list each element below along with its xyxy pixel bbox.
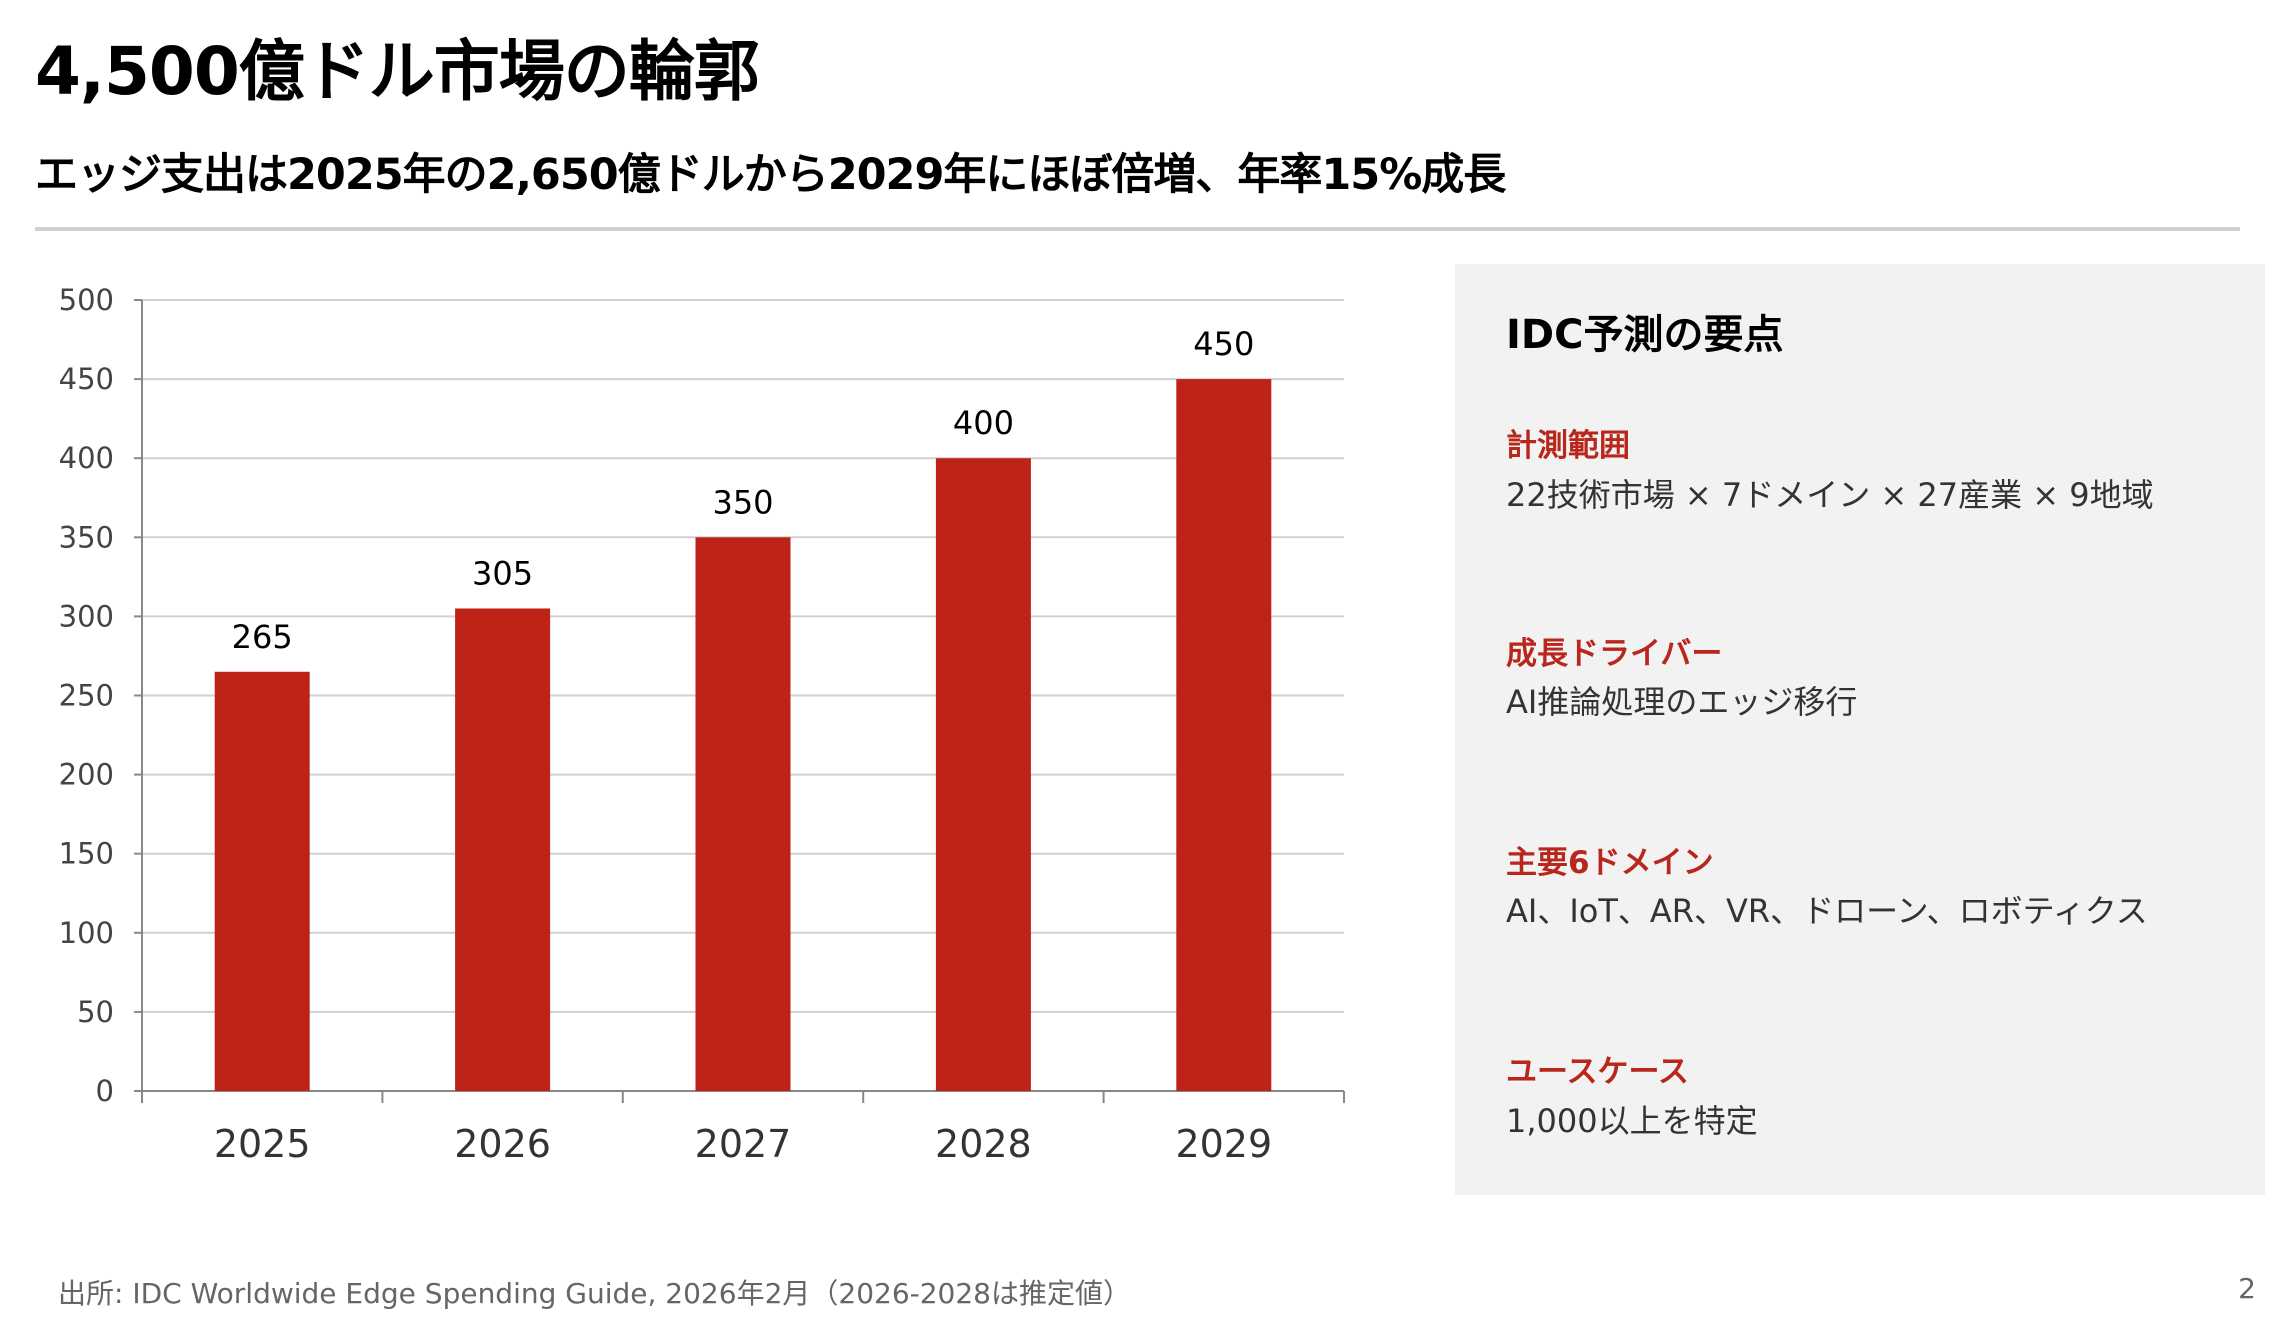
data-label: 450 bbox=[1193, 325, 1254, 363]
bar-2025 bbox=[214, 671, 310, 1091]
y-tick-label: 500 bbox=[59, 283, 114, 317]
source-note: 出所: IDC Worldwide Edge Spending Guide, 2… bbox=[58, 1277, 1131, 1310]
section-body-scope: 22技術市場 × 7ドメイン × 27産業 × 9地域 bbox=[1506, 476, 2154, 514]
section-head-usecases: ユースケース bbox=[1506, 1054, 1689, 1090]
y-tick-label: 450 bbox=[59, 362, 114, 396]
x-tick-label: 2026 bbox=[454, 1122, 551, 1166]
data-label: 305 bbox=[472, 554, 533, 592]
bar-2026 bbox=[455, 608, 551, 1091]
bar-2029 bbox=[1176, 379, 1272, 1092]
bar-2027 bbox=[695, 537, 791, 1091]
data-label: 350 bbox=[712, 483, 773, 521]
y-tick-label: 150 bbox=[59, 837, 114, 871]
y-tick-label: 350 bbox=[59, 520, 114, 554]
slide-title: 4,500億ドル市場の輪郭 bbox=[35, 33, 760, 110]
slide-subtitle: エッジ支出は2025年の2,650億ドルから2029年にほぼ倍増、年率15%成長 bbox=[35, 150, 1506, 200]
page-number: 2 bbox=[2238, 1272, 2256, 1305]
section-head-driver: 成長ドライバー bbox=[1506, 636, 1723, 672]
y-tick-label: 250 bbox=[59, 679, 114, 713]
x-tick-label: 2029 bbox=[1175, 1122, 1272, 1166]
x-tick-label: 2025 bbox=[214, 1122, 311, 1166]
bar-chart: 0 50 100 150 200 250 300 350 400 450 500 265 2025 305… bbox=[59, 283, 1345, 1166]
section-body-usecases: 1,000以上を特定 bbox=[1506, 1102, 1758, 1140]
y-tick-label: 0 bbox=[96, 1074, 114, 1108]
data-label: 400 bbox=[953, 404, 1014, 442]
bar-2028 bbox=[935, 458, 1031, 1091]
y-tick-label: 50 bbox=[77, 995, 114, 1029]
section-body-driver: AI推論処理のエッジ移行 bbox=[1506, 683, 1858, 721]
y-tick-label: 200 bbox=[59, 758, 114, 792]
data-label: 265 bbox=[232, 618, 293, 656]
x-tick-label: 2027 bbox=[695, 1122, 792, 1166]
key-points-panel: IDC予測の要点 計測範囲 22技術市場 × 7ドメイン × 27産業 × 9地… bbox=[1455, 264, 2265, 1195]
y-tick-label: 300 bbox=[59, 599, 114, 633]
section-head-scope: 計測範囲 bbox=[1506, 428, 1630, 464]
y-tick-label: 400 bbox=[59, 441, 114, 475]
y-tick-label: 100 bbox=[59, 916, 114, 950]
section-body-domains: AI、IoT、AR、VR、ドローン、ロボティクス bbox=[1506, 892, 2148, 930]
panel-title: IDC予測の要点 bbox=[1506, 312, 1784, 358]
title-divider bbox=[35, 227, 2240, 231]
section-head-domains: 主要6ドメイン bbox=[1506, 845, 1714, 881]
x-tick-label: 2028 bbox=[935, 1122, 1032, 1166]
